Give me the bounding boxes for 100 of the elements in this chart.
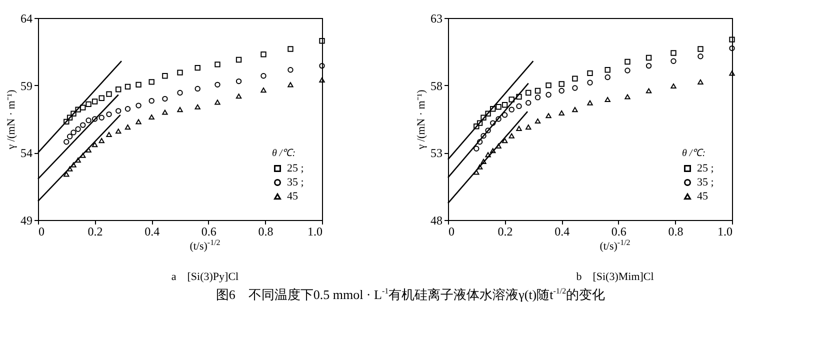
point <box>624 94 630 100</box>
point <box>194 104 200 110</box>
point <box>526 90 532 96</box>
x-tick-label: 0.6 <box>611 224 626 238</box>
point <box>194 64 200 71</box>
legend-label: 25 ; <box>287 162 304 174</box>
x-tick-label: 1.0 <box>718 224 732 238</box>
point <box>92 142 98 148</box>
point <box>106 132 112 138</box>
point <box>646 62 652 69</box>
point <box>490 106 496 112</box>
point <box>162 96 168 102</box>
point <box>116 128 122 134</box>
y-tick-label: 48 <box>430 214 442 228</box>
point <box>66 114 73 120</box>
point <box>476 120 483 126</box>
point <box>177 90 183 96</box>
point <box>546 92 552 98</box>
point <box>64 118 70 125</box>
point <box>572 76 578 82</box>
point <box>546 113 552 118</box>
x-tick-label: 0 <box>448 224 454 238</box>
legend-title: θ /℃: <box>272 148 296 159</box>
point <box>474 146 480 152</box>
point <box>546 82 552 88</box>
point <box>80 122 86 128</box>
x-axis-title: (t/s)$^{-1/2}$ <box>598 238 632 253</box>
point <box>86 147 92 153</box>
x-tick-label: 0.8 <box>668 224 684 238</box>
point <box>587 80 593 86</box>
point <box>502 112 508 118</box>
legend-title: θ /℃: <box>682 148 706 159</box>
point <box>124 124 131 130</box>
legend-label: 35 ; <box>287 176 304 188</box>
point <box>496 116 502 122</box>
point <box>604 96 610 102</box>
point <box>485 152 491 158</box>
y-axis-title: γ /(mN · m⁻¹) <box>416 89 428 150</box>
y-tick-label: 54 <box>20 146 32 160</box>
point <box>288 46 294 52</box>
text: a [Si(3)Py]Cl <box>170 270 240 284</box>
point <box>496 143 502 148</box>
point <box>236 94 242 99</box>
point <box>288 67 294 73</box>
point <box>162 110 168 115</box>
point <box>116 86 122 92</box>
point <box>214 100 220 105</box>
text: b [Si(3)Mim]Cl <box>575 270 655 284</box>
point <box>474 124 480 130</box>
point <box>260 88 266 93</box>
point <box>288 82 294 88</box>
point <box>572 107 578 112</box>
x-tick-label: 0.2 <box>88 224 103 238</box>
point <box>80 104 86 110</box>
point <box>98 138 104 144</box>
point <box>319 77 325 82</box>
point <box>502 138 508 144</box>
point <box>516 126 522 131</box>
point <box>64 172 70 177</box>
point <box>558 110 564 116</box>
y-tick-label: 63 <box>430 12 442 26</box>
point <box>526 124 532 130</box>
point <box>148 114 154 120</box>
point <box>646 54 652 61</box>
point <box>558 81 564 87</box>
point <box>148 79 154 85</box>
y-tick-label: 49 <box>20 214 32 228</box>
y-tick-label: 58 <box>430 78 442 93</box>
point <box>194 86 200 92</box>
point <box>75 158 81 163</box>
point <box>670 83 676 89</box>
point <box>508 106 514 112</box>
point <box>319 62 325 69</box>
point <box>236 56 242 63</box>
point <box>480 132 486 139</box>
point <box>587 100 593 106</box>
point <box>646 88 652 94</box>
point <box>480 158 486 164</box>
point <box>534 94 541 100</box>
point <box>70 162 76 168</box>
point <box>70 130 76 136</box>
point <box>260 73 266 79</box>
point <box>729 45 735 52</box>
point <box>729 36 735 42</box>
point <box>604 67 610 73</box>
x-tick-label: 0 <box>38 224 44 238</box>
point <box>66 134 73 140</box>
x-tick-label: 1.0 <box>308 224 322 238</box>
point <box>698 46 704 52</box>
point <box>214 82 220 88</box>
legend-label: 45 <box>697 190 708 202</box>
point <box>66 166 73 172</box>
point <box>572 85 578 91</box>
x-tick-label: 0.4 <box>144 224 160 238</box>
point <box>136 82 142 88</box>
point <box>670 58 676 64</box>
point <box>729 70 735 76</box>
point <box>177 70 183 76</box>
point <box>116 108 122 114</box>
point <box>526 100 532 106</box>
